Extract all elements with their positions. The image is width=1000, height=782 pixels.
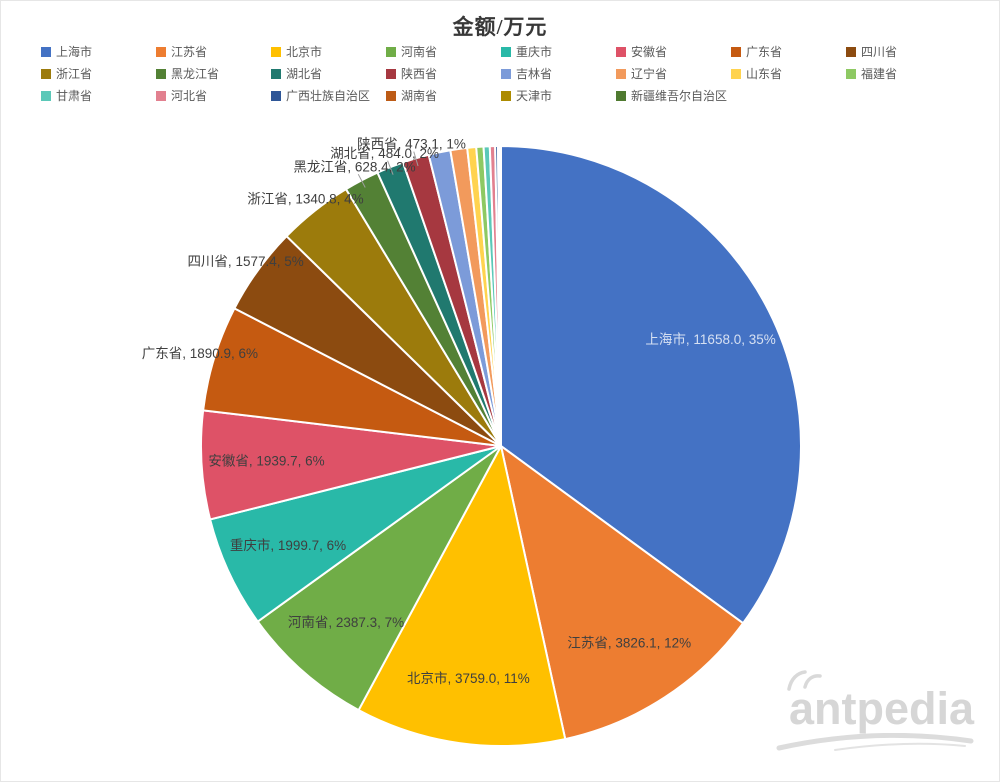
legend-item-18[interactable]: 广西壮族自治区 [271, 89, 386, 103]
slice-label-1: 江苏省, 3826.1, 12% [567, 635, 691, 650]
legend-swatch-icon [386, 69, 396, 79]
watermark-text: antpedia [789, 683, 975, 734]
legend-label: 重庆市 [516, 45, 553, 59]
legend-label: 广东省 [746, 45, 783, 59]
legend-item-12[interactable]: 吉林省 [501, 67, 616, 81]
legend-label: 浙江省 [56, 67, 93, 81]
legend-item-13[interactable]: 辽宁省 [616, 67, 731, 81]
legend-item-19[interactable]: 湖南省 [386, 89, 501, 103]
legend-swatch-icon [616, 69, 626, 79]
legend-swatch-icon [616, 91, 626, 101]
legend-swatch-icon [731, 69, 741, 79]
legend-label: 黑龙江省 [171, 67, 220, 81]
legend-swatch-icon [41, 69, 51, 79]
legend-swatch-icon [731, 47, 741, 57]
slice-label-5: 安徽省, 1939.7, 6% [208, 454, 324, 469]
label-leader-line [387, 160, 394, 175]
legend-label: 湖北省 [286, 67, 323, 81]
slice-label-7: 四川省, 1577.4, 5% [187, 254, 303, 269]
legend-swatch-icon [501, 91, 511, 101]
legend-item-16[interactable]: 甘肃省 [41, 89, 156, 103]
legend-item-5[interactable]: 安徽省 [616, 45, 731, 59]
legend-swatch-icon [156, 91, 166, 101]
legend-swatch-icon [156, 69, 166, 79]
legend-label: 陕西省 [401, 67, 438, 81]
legend-item-8[interactable]: 浙江省 [41, 67, 156, 81]
slice-label-3: 河南省, 2387.3, 7% [288, 615, 404, 630]
legend-label: 河北省 [171, 89, 208, 103]
legend-item-6[interactable]: 广东省 [731, 45, 846, 59]
legend-item-20[interactable]: 天津市 [501, 89, 616, 103]
legend-label: 新疆维吾尔自治区 [631, 89, 728, 103]
legend-swatch-icon [386, 47, 396, 57]
legend-swatch-icon [271, 69, 281, 79]
legend-swatch-icon [271, 91, 281, 101]
legend-item-0[interactable]: 上海市 [41, 45, 156, 59]
legend-swatch-icon [41, 47, 51, 57]
slice-label-8: 浙江省, 1340.8, 4% [247, 192, 363, 207]
legend-label: 江苏省 [171, 45, 208, 59]
legend-label: 福建省 [861, 67, 898, 81]
legend-label: 吉林省 [516, 67, 553, 81]
legend-item-9[interactable]: 黑龙江省 [156, 67, 271, 81]
legend-swatch-icon [41, 91, 51, 101]
slice-label-6: 广东省, 1890.9, 6% [142, 346, 258, 361]
legend-label: 天津市 [516, 89, 553, 103]
pie-slice-0[interactable] [500, 145, 802, 625]
legend-label: 辽宁省 [631, 67, 668, 81]
pie-slice-3[interactable] [256, 445, 502, 712]
slice-label-2: 北京市, 3759.0, 11% [407, 670, 530, 686]
legend-label: 四川省 [861, 45, 898, 59]
ant-antenna-icon [787, 670, 822, 691]
legend-item-17[interactable]: 河北省 [156, 89, 271, 103]
legend-swatch-icon [501, 69, 511, 79]
slice-label-11: 陕西省, 473.1, 1% [357, 137, 466, 152]
legend-label: 广西壮族自治区 [286, 89, 371, 103]
label-leader-line [357, 173, 366, 188]
legend-label: 湖南省 [401, 89, 438, 103]
pie-slice-1[interactable] [500, 445, 745, 741]
legend-swatch-icon [846, 69, 856, 79]
legend-label: 河南省 [401, 45, 438, 59]
legend-item-2[interactable]: 北京市 [271, 45, 386, 59]
pie-slice-2[interactable] [357, 445, 567, 747]
legend-swatch-icon [846, 47, 856, 57]
legend-label: 安徽省 [631, 45, 668, 59]
chart-title: 金额/万元 [452, 15, 548, 39]
legend-item-15[interactable]: 福建省 [846, 67, 961, 81]
slice-label-10: 湖北省, 484.0, 2% [330, 146, 439, 161]
legend-item-1[interactable]: 江苏省 [156, 45, 271, 59]
legend-swatch-icon [386, 91, 396, 101]
label-leader-line [413, 151, 419, 167]
legend-item-14[interactable]: 山东省 [731, 67, 846, 81]
legend-item-3[interactable]: 河南省 [386, 45, 501, 59]
legend-item-7[interactable]: 四川省 [846, 45, 961, 59]
legend-label: 北京市 [286, 45, 323, 59]
antpedia-watermark: antpedia [775, 670, 975, 755]
watermark-swoosh-icon [776, 733, 974, 751]
legend-item-21[interactable]: 新疆维吾尔自治区 [616, 89, 731, 103]
legend-label: 上海市 [56, 45, 93, 59]
legend-label: 甘肃省 [56, 89, 93, 103]
legend-item-11[interactable]: 陕西省 [386, 67, 501, 81]
legend-swatch-icon [501, 47, 511, 57]
legend-swatch-icon [156, 47, 166, 57]
legend-label: 山东省 [746, 67, 783, 81]
legend-item-4[interactable]: 重庆市 [501, 45, 616, 59]
legend-item-10[interactable]: 湖北省 [271, 67, 386, 81]
legend-swatch-icon [616, 47, 626, 57]
slice-label-4: 重庆市, 1999.7, 6% [230, 537, 346, 553]
slice-label-9: 黑龙江省, 628.4, 2% [293, 160, 415, 175]
slice-label-0: 上海市, 11658.0, 35% [645, 331, 775, 347]
legend: 上海市 江苏省 北京市 河南省 重庆市 安徽省 广东省 四川省浙江省 黑龙江省 湖北省 陕西省 吉林省… [41, 45, 965, 103]
legend-swatch-icon [271, 47, 281, 57]
